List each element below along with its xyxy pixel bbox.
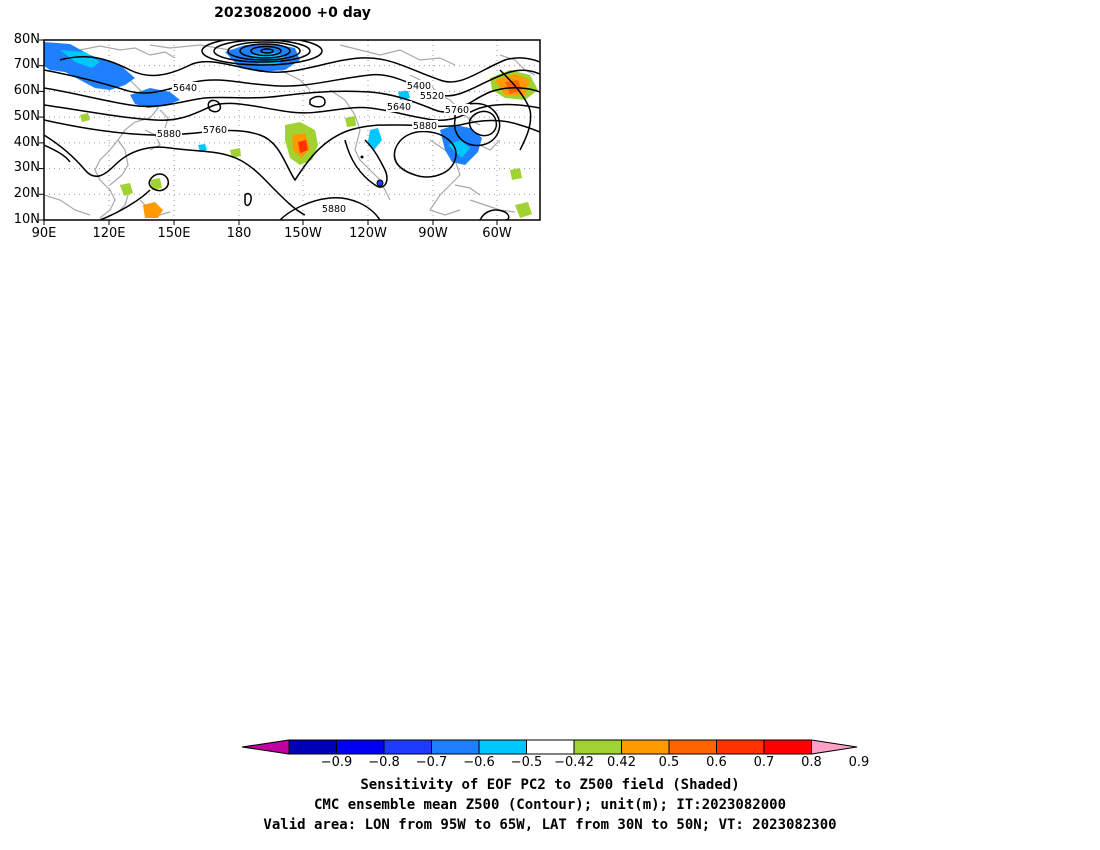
lon-label: 120E	[92, 226, 126, 241]
lat-label: 40N	[13, 135, 40, 150]
colorbar-max-arrow	[811, 739, 858, 755]
colorbar-box	[431, 739, 480, 755]
shade-pos-west-pacific	[143, 202, 163, 218]
lat-label: 30N	[13, 160, 40, 175]
shade-pos-spot-3	[345, 116, 356, 127]
lon-label: 150E	[157, 226, 191, 241]
colorbar-box	[573, 739, 622, 755]
colorbar-tick-label: −0.9	[320, 755, 353, 770]
low-center-marker	[376, 179, 384, 187]
contour-label: 5640	[387, 102, 411, 113]
shade-pos-spot-6	[515, 202, 532, 218]
colorbar-box	[716, 739, 765, 755]
colorbar-tick-label: −0.8	[368, 755, 400, 770]
lat-label: 50N	[13, 109, 40, 124]
colorbar-box	[526, 739, 575, 755]
lon-label: 120W	[349, 226, 387, 241]
lat-label: 60N	[13, 83, 40, 98]
shade-pos-spot-4	[230, 148, 241, 158]
lat-label: 10N	[13, 212, 40, 227]
shade-neg-spot-1	[368, 128, 382, 150]
contour-label: 5400	[407, 81, 431, 92]
colorbar-tick-label: 0.7	[753, 755, 775, 770]
lat-label: 20N	[13, 186, 40, 201]
caption-line-3: Valid area: LON from 95W to 65W, LAT fro…	[263, 817, 837, 833]
colorbar-tick-label: −0.7	[415, 755, 448, 770]
map-frame	[43, 39, 541, 221]
lon-label: 150W	[284, 226, 322, 241]
contour-label: 5880	[322, 204, 346, 215]
map-title: 2023082000 +0 day	[214, 5, 371, 21]
colorbar-box	[288, 739, 337, 755]
lon-label: 90E	[31, 226, 57, 241]
lat-label: 80N	[13, 32, 40, 47]
caption-line-1: Sensitivity of EOF PC2 to Z500 field (Sh…	[360, 777, 740, 793]
shade-neg-spot-3	[198, 144, 207, 152]
colorbar-tick-label: −0.42	[554, 755, 594, 770]
shade-pos-spot-2	[150, 178, 162, 190]
point-marker	[360, 155, 364, 159]
colorbar-box	[478, 739, 527, 755]
caption-line-2: CMC ensemble mean Z500 (Contour); unit(m…	[313, 797, 786, 813]
contour-label: 5880	[157, 129, 181, 140]
colorbar-box	[763, 739, 812, 755]
colorbar-tick-label: −0.5	[510, 755, 543, 770]
colorbar-box	[383, 739, 432, 755]
lon-label: 180	[226, 226, 252, 241]
contour-label: 5760	[203, 125, 227, 136]
lat-label: 70N	[13, 57, 40, 72]
colorbar-tick-label: 0.5	[658, 755, 680, 770]
shade-pos-spot-7	[80, 113, 90, 122]
shade-pos-atlantic-core	[505, 80, 522, 94]
contour-label: 5520	[420, 91, 444, 102]
contour-label-group: 5640 5760 5880 5400 5520 5640 5760 5880 …	[156, 80, 470, 215]
contour-label: 5760	[445, 105, 469, 116]
shade-pos-spot-1	[120, 183, 133, 196]
shade-pos-pacific-core	[298, 140, 308, 153]
colorbar-tick-label: 0.42	[607, 755, 636, 770]
colorbar-box	[668, 739, 717, 755]
contour-label: 5880	[413, 121, 437, 132]
colorbar	[241, 739, 858, 755]
shade-neg-north-asia-edge	[60, 50, 100, 68]
colorbar-tick-label: 0.9	[848, 755, 870, 770]
colorbar-tick-label: −0.6	[463, 755, 495, 770]
colorbar-tick-label: 0.6	[706, 755, 727, 770]
lon-label: 90W	[418, 226, 448, 241]
contour-label: 5640	[173, 83, 197, 94]
colorbar-box	[336, 739, 385, 755]
lon-label: 60W	[482, 226, 512, 241]
colorbar-box	[621, 739, 670, 755]
colorbar-min-arrow	[241, 739, 290, 755]
colorbar-tick-label: 0.8	[801, 755, 822, 770]
axis-ticks	[39, 39, 498, 225]
shade-pos-spot-5	[510, 168, 522, 180]
